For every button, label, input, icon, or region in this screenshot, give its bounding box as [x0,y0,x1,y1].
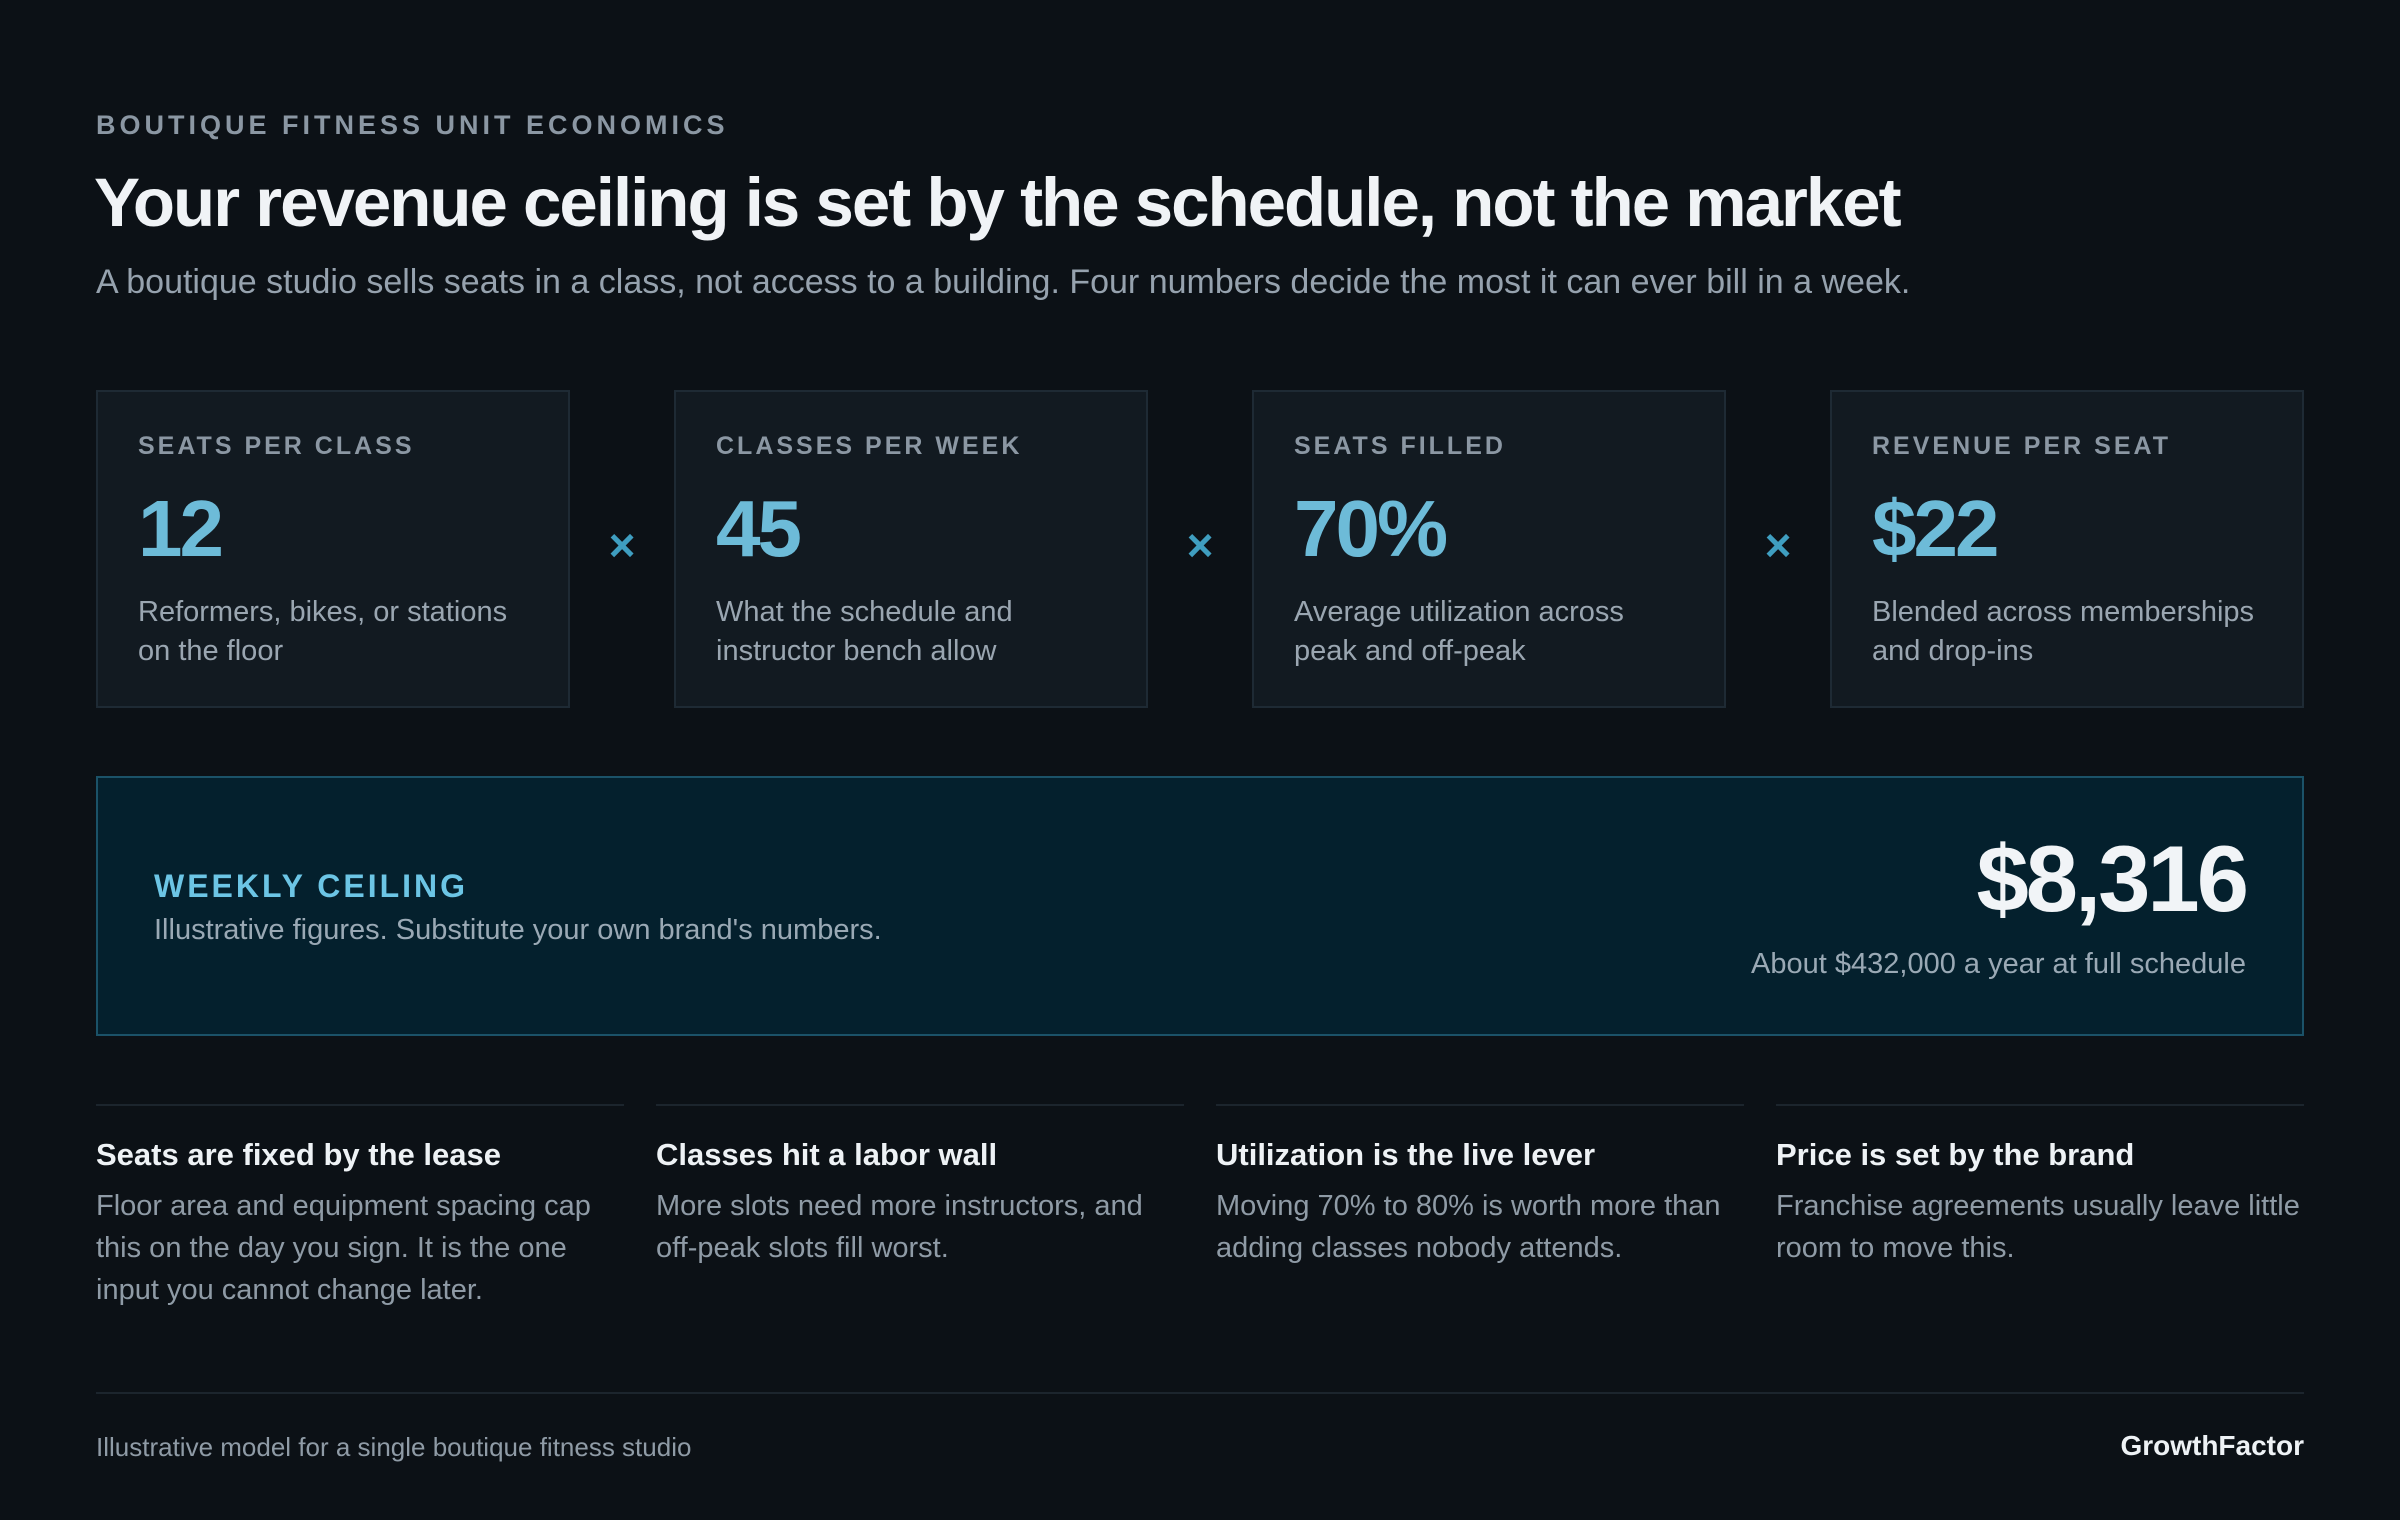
metric-label: REVENUE PER SEAT [1872,432,2171,460]
note-body: Floor area and equipment spacing cap thi… [96,1190,591,1307]
metric-value: 45 [716,484,802,573]
brand-logo: GrowthFactor [2120,1430,2304,1461]
note-title: Seats are fixed by the lease [96,1137,501,1172]
metric-description: Average utilization across peak and off-… [1294,596,1624,667]
footer-divider [96,1392,2304,1394]
weekly-ceiling-value: $8,316 [1976,826,2249,931]
note-title: Utilization is the live lever [1216,1137,1596,1172]
metric-card-seats-filled: SEATS FILLED 70% Average utilization acr… [1252,390,1726,708]
page-subtitle: A boutique studio sells seats in a class… [96,263,1911,301]
metric-card-revenue-per-seat: REVENUE PER SEAT $22 Blended across memb… [1830,390,2304,708]
note-body: Franchise agreements usually leave littl… [1776,1190,2300,1265]
metric-value: 70% [1294,484,1448,573]
annual-estimate: About $432,000 a year at full schedule [1751,948,2246,980]
multiply-icon: × [608,519,636,571]
note-seats: Seats are fixed by the lease Floor area … [96,1104,624,1311]
page-title: Your revenue ceiling is set by the sched… [94,164,1902,241]
multiply-icon: × [1764,519,1792,571]
note-title: Price is set by the brand [1776,1137,2135,1172]
metric-label: SEATS FILLED [1294,432,1506,460]
note-body: More slots need more instructors, and of… [656,1190,1143,1265]
weekly-ceiling-panel: WEEKLY CEILING Illustrative figures. Sub… [96,776,2304,1036]
metric-value: $22 [1872,484,1999,573]
eyebrow-label: BOUTIQUE FITNESS UNIT ECONOMICS [96,110,729,140]
metric-description: Reformers, bikes, or stations on the flo… [138,596,508,667]
footer-caption: Illustrative model for a single boutique… [96,1432,692,1462]
multiply-icon: × [1186,519,1214,571]
note-utilization: Utilization is the live lever Moving 70%… [1216,1104,1744,1269]
note-price: Price is set by the brand Franchise agre… [1776,1104,2304,1269]
metric-card-seats-per-class: SEATS PER CLASS 12 Reformers, bikes, or … [96,390,570,708]
metric-value: 12 [138,484,224,573]
metric-description: What the schedule and instructor bench a… [716,596,1013,667]
weekly-ceiling-label: WEEKLY CEILING [154,868,469,904]
note-classes: Classes hit a labor wall More slots need… [656,1104,1184,1269]
note-body: Moving 70% to 80% is worth more than add… [1216,1190,1721,1265]
weekly-ceiling-note: Illustrative figures. Substitute your ow… [154,914,882,946]
metric-card-classes-per-week: CLASSES PER WEEK 45 What the schedule an… [674,390,1148,708]
note-title: Classes hit a labor wall [656,1137,998,1172]
metric-description: Blended across memberships and drop-ins [1872,596,2255,667]
metric-label: CLASSES PER WEEK [716,432,1023,460]
metric-label: SEATS PER CLASS [138,432,415,460]
